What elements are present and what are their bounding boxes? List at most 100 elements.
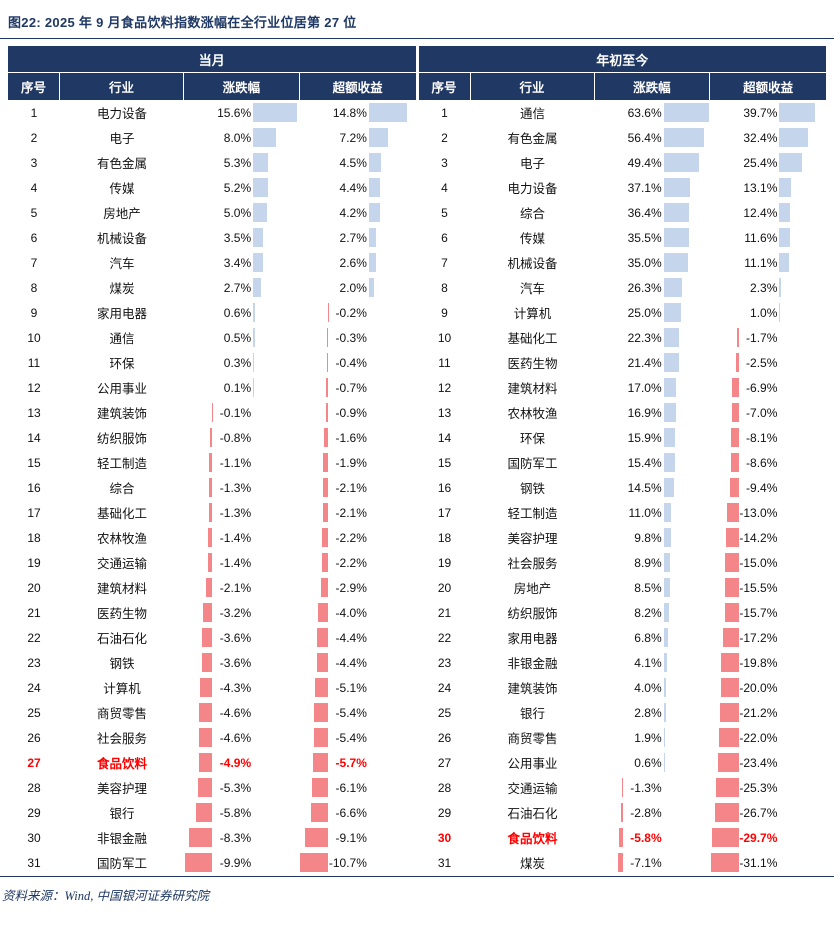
change-cell: 56.4%	[595, 125, 711, 150]
table-row: 23 钢铁 -3.6% -4.4%	[8, 650, 416, 675]
rank-cell: 27	[27, 755, 41, 770]
change-cell: 11.0%	[595, 500, 711, 525]
industry-cell: 石油石化	[507, 807, 558, 821]
negative-bar	[196, 803, 213, 822]
table-row: 27 食品饮料 -4.9% -5.7%	[8, 750, 416, 775]
rank-cell: 2	[30, 130, 38, 145]
change-cell: 35.5%	[595, 225, 711, 250]
change-value: 4.0%	[634, 680, 662, 695]
negative-bar	[316, 628, 329, 647]
industry-cell: 机械设备	[507, 257, 558, 271]
change-cell: -9.9%	[184, 850, 300, 875]
excess-cell: -0.7%	[300, 375, 416, 400]
negative-bar	[314, 703, 329, 722]
rank-cell: 11	[438, 355, 451, 370]
table-row: 14 环保 15.9% -8.1%	[419, 425, 827, 450]
change-cell: 8.0%	[184, 125, 300, 150]
table-row: 8 煤炭 2.7% 2.0%	[8, 275, 416, 300]
positive-bar	[368, 178, 381, 197]
table-row: 18 美容护理 9.8% -14.2%	[419, 525, 827, 550]
rank-cell: 28	[27, 780, 41, 795]
excess-value: 1.0%	[750, 305, 778, 320]
excess-cell: 11.6%	[710, 225, 826, 250]
positive-bar	[368, 228, 376, 247]
change-cell: -4.6%	[184, 725, 300, 750]
change-value: -0.1%	[219, 405, 252, 420]
change-cell: -3.6%	[184, 625, 300, 650]
positive-bar	[663, 653, 667, 672]
excess-cell: -1.9%	[300, 450, 416, 475]
positive-bar	[663, 428, 675, 447]
excess-value: 2.7%	[339, 230, 367, 245]
change-value: 26.3%	[627, 280, 662, 295]
col-header-excess: 超额收益	[743, 81, 794, 95]
negative-bar	[732, 378, 739, 397]
positive-bar	[253, 178, 268, 197]
table-row: 15 国防军工 15.4% -8.6%	[419, 450, 827, 475]
industry-cell: 银行	[519, 707, 545, 721]
excess-cell: 2.7%	[300, 225, 416, 250]
col-header-excess: 超额收益	[332, 81, 383, 95]
industry-cell: 通信	[519, 107, 545, 121]
change-value: -1.3%	[219, 505, 252, 520]
change-cell: 2.8%	[595, 700, 711, 725]
positive-bar	[368, 128, 388, 147]
excess-value: -26.7%	[739, 805, 778, 820]
negative-bar	[313, 753, 329, 772]
excess-value: -7.0%	[746, 405, 778, 420]
change-value: 35.0%	[627, 255, 662, 270]
rank-cell: 22	[437, 630, 452, 645]
negative-bar	[620, 803, 623, 822]
industry-cell: 综合	[519, 207, 545, 221]
table-row: 3 有色金属 5.3% 4.5%	[8, 150, 416, 175]
change-value: 0.1%	[223, 380, 252, 395]
industry-cell: 社会服务	[96, 732, 147, 746]
industry-cell: 环保	[519, 432, 545, 446]
change-value: -0.8%	[219, 430, 252, 445]
change-value: 2.8%	[634, 705, 662, 720]
excess-value: -9.4%	[746, 480, 778, 495]
excess-cell: -9.1%	[300, 825, 416, 850]
negative-bar	[322, 553, 329, 572]
change-cell: 15.4%	[595, 450, 711, 475]
change-cell: -1.4%	[184, 550, 300, 575]
positive-bar	[368, 278, 375, 297]
change-value: -4.6%	[219, 705, 252, 720]
industry-cell: 国防军工	[96, 857, 147, 871]
negative-bar	[209, 453, 213, 472]
excess-value: -5.4%	[335, 705, 367, 720]
change-cell: 3.5%	[184, 225, 300, 250]
excess-cell: -21.2%	[710, 700, 826, 725]
negative-bar	[327, 328, 329, 347]
negative-bar	[322, 503, 329, 522]
rank-cell: 24	[27, 680, 41, 695]
excess-cell: 1.0%	[710, 300, 826, 325]
rank-cell: 16	[27, 480, 41, 495]
excess-value: -2.2%	[335, 555, 367, 570]
table-row: 11 环保 0.3% -0.4%	[8, 350, 416, 375]
positive-bar	[663, 103, 709, 122]
excess-cell: -29.7%	[710, 825, 826, 850]
rank-cell: 26	[27, 730, 41, 745]
rank-cell: 17	[437, 505, 452, 520]
excess-cell: -2.9%	[300, 575, 416, 600]
excess-cell: -8.1%	[710, 425, 826, 450]
change-cell: 21.4%	[595, 350, 711, 375]
change-cell: 8.5%	[595, 575, 711, 600]
table-row: 22 石油石化 -3.6% -4.4%	[8, 625, 416, 650]
excess-cell: -31.1%	[710, 850, 826, 875]
excess-cell: -4.4%	[300, 625, 416, 650]
table-row: 5 房地产 5.0% 4.2%	[8, 200, 416, 225]
positive-bar	[663, 228, 689, 247]
excess-value: -2.2%	[335, 530, 367, 545]
excess-cell: -22.0%	[710, 725, 826, 750]
positive-bar	[663, 328, 680, 347]
change-value: 0.6%	[223, 305, 252, 320]
industry-cell: 农林牧渔	[507, 407, 558, 421]
table-row: 4 传媒 5.2% 4.4%	[8, 175, 416, 200]
excess-cell: -25.3%	[710, 775, 826, 800]
rank-cell: 25	[437, 705, 452, 720]
positive-bar	[779, 203, 791, 222]
rank-cell: 8	[30, 280, 38, 295]
excess-value: -2.1%	[335, 480, 367, 495]
